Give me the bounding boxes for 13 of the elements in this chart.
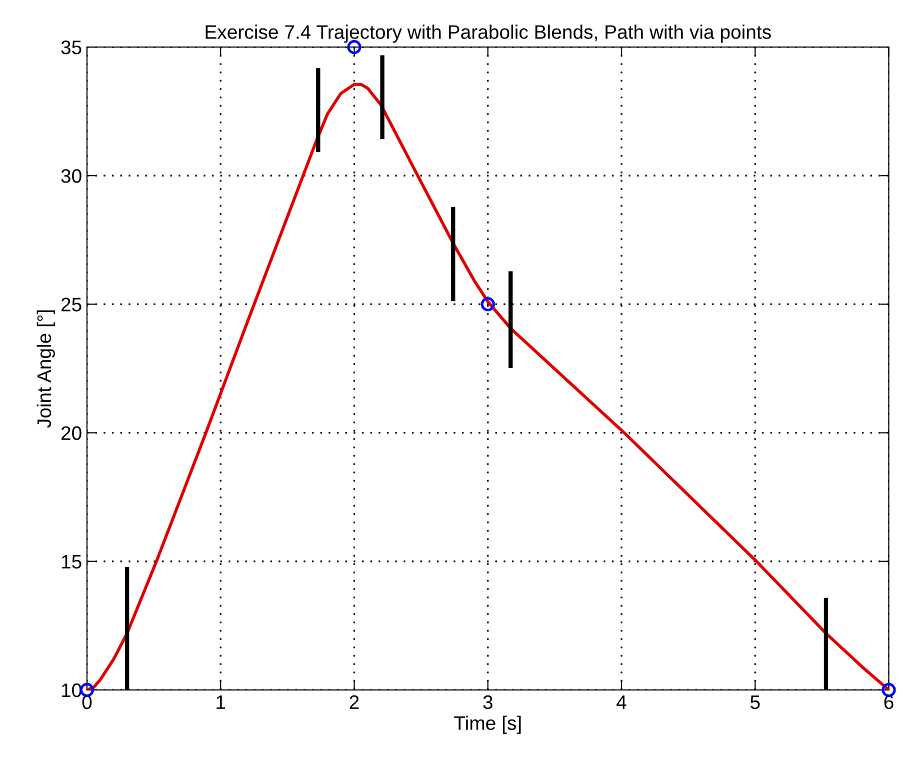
y-axis-title: Joint Angle [°] <box>36 310 55 428</box>
y-tick-label: 25 <box>61 298 82 312</box>
y-tick-label: 30 <box>61 169 82 183</box>
x-tick-label: 1 <box>216 696 226 709</box>
x-tick-label: 5 <box>750 696 760 710</box>
x-tick-label: 3 <box>483 695 492 710</box>
y-tick-label: 15 <box>62 555 82 569</box>
x-tick-label: 4 <box>616 696 626 709</box>
chart-title: Exercise 7.4 Trajectory with Parabolic Blends, Path with via points <box>206 24 771 43</box>
x-axis-title: Time [s] <box>454 716 521 734</box>
x-tick-label: 2 <box>350 695 359 709</box>
y-tick-label: 20 <box>61 426 82 440</box>
y-tick-label: 35 <box>61 40 82 54</box>
